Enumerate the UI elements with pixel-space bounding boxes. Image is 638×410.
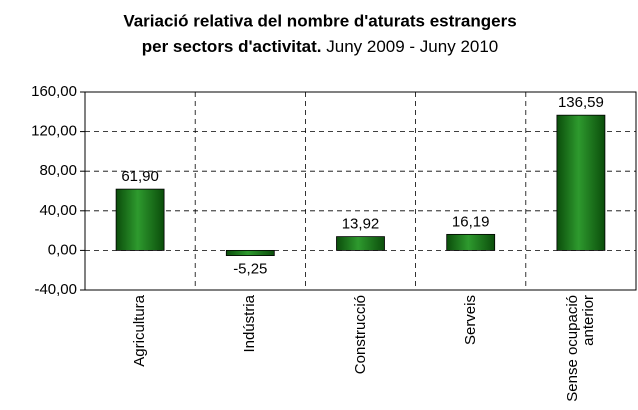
y-tick-label: 0,00 <box>48 241 77 258</box>
x-tick-label: Sense ocupació anterior <box>563 295 597 402</box>
y-tick-label: 40,00 <box>39 202 77 219</box>
bar <box>115 188 165 251</box>
x-tick-label: Indústria <box>241 295 259 353</box>
data-label: 61,90 <box>121 168 159 185</box>
data-label: 13,92 <box>342 216 380 233</box>
plot-border <box>84 91 637 291</box>
y-tick-label: 120,00 <box>31 123 77 140</box>
x-tick-label: Construcció <box>351 295 369 375</box>
x-tick-label: Serveis <box>461 295 479 346</box>
x-tick-label: Agricultura <box>131 295 149 367</box>
bar <box>225 249 275 256</box>
bar <box>556 114 606 251</box>
data-label: 136,59 <box>558 94 604 111</box>
bar <box>336 236 385 251</box>
chart-title: per sectors d'activitat. <box>142 37 322 56</box>
data-label: 16,19 <box>452 213 490 230</box>
y-tick-label: -40,00 <box>34 281 77 298</box>
chart-subtitle: Juny 2009 - Juny 2010 <box>326 37 498 56</box>
y-tick-label: 80,00 <box>39 162 77 179</box>
y-tick-label: 160,00 <box>31 83 77 100</box>
chart-title-line2: per sectors d'activitat. Juny 2009 - Jun… <box>142 37 499 56</box>
data-label: -5,25 <box>233 261 267 278</box>
bar <box>446 233 496 251</box>
chart-title: Variació relativa del nombre d'aturats e… <box>123 11 516 30</box>
